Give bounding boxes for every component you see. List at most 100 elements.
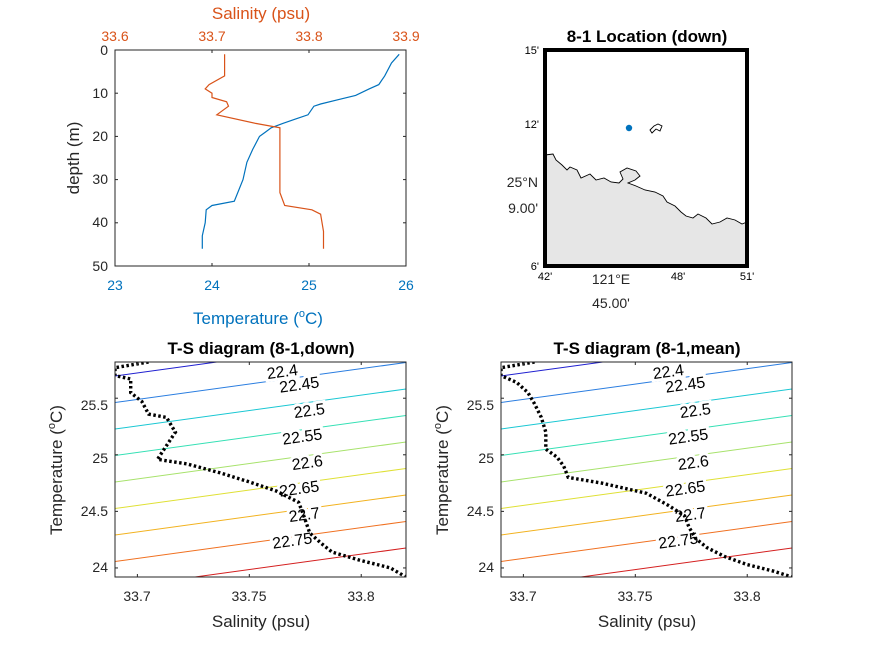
ts-down-contour-label: 22.65 bbox=[278, 478, 320, 500]
ts-mean-xlabel: Salinity (psu) bbox=[598, 612, 696, 631]
ts-down-ytick-0: 24 bbox=[92, 559, 108, 575]
map-lat-tick-1: 12' bbox=[525, 119, 539, 131]
ts-mean-contour-line bbox=[501, 494, 792, 536]
ts-mean-ytick-2: 25 bbox=[478, 450, 494, 466]
ts-mean-contour-line bbox=[501, 388, 792, 430]
ts-mean-contour-line bbox=[501, 441, 792, 483]
ts-down-contour-label: 22.55 bbox=[281, 426, 323, 448]
profile-tick-top-1: 33.7 bbox=[198, 28, 225, 44]
ts-mean-contour-label: 22.6 bbox=[677, 453, 710, 474]
ts-down-title: T-S diagram (8-1,down) bbox=[167, 339, 354, 358]
ts-mean-ylabel: Temperature (oC) bbox=[432, 405, 452, 535]
ts-down-ytick-1: 24.5 bbox=[81, 503, 108, 519]
ts-down-contour-line bbox=[115, 415, 406, 456]
ts-down-contour-line bbox=[115, 441, 406, 483]
profile-tick-y-0: 0 bbox=[100, 42, 108, 58]
ts-down-contour-label: 22.5 bbox=[293, 401, 326, 422]
map-lat-tick-4: 6' bbox=[531, 261, 539, 273]
ts-mean-contour-line bbox=[501, 415, 792, 456]
ts-down-ytick-2: 25 bbox=[92, 450, 108, 466]
island-outline bbox=[649, 123, 663, 134]
ts-down-ylabel-text: Temperature ( bbox=[47, 429, 66, 535]
profile-xlabel-bottom-unit: C) bbox=[305, 309, 323, 328]
ts-mean-contour-line bbox=[501, 362, 607, 377]
ts-mean-panel: T-S diagram (8-1,mean) 22.422.4522.522.5… bbox=[432, 339, 793, 631]
ts-mean-ylabel-unit: C) bbox=[433, 405, 452, 423]
profile-series-group bbox=[201, 53, 400, 249]
ts-down-contour-line bbox=[191, 547, 406, 577]
ts-down-contour-line bbox=[115, 521, 406, 562]
profile-tick-top-2: 33.8 bbox=[295, 28, 322, 44]
land-coastline bbox=[544, 153, 748, 267]
ts-mean-ytick-3: 25.5 bbox=[467, 397, 494, 413]
ts-down-xtick-2: 33.8 bbox=[347, 588, 374, 604]
ts-down-contour-label: 22.6 bbox=[291, 453, 324, 474]
ts-mean-contour-line bbox=[501, 468, 792, 509]
profile-axes-box bbox=[114, 49, 407, 267]
ts-mean-contour-line bbox=[501, 362, 792, 403]
map-frame bbox=[543, 48, 749, 268]
ts-mean-contour-line bbox=[501, 521, 792, 562]
profile-tick-top-3: 33.9 bbox=[392, 28, 419, 44]
ts-mean-xtick-1: 33.75 bbox=[617, 588, 652, 604]
ts-down-ytick-3: 25.5 bbox=[81, 397, 108, 413]
map-panel: 8-1 Location (down) 15' 12' 25°N 9.00' 6… bbox=[507, 27, 754, 311]
ts-mean-ylabel-degree: o bbox=[432, 423, 444, 429]
ts-down-contour-line bbox=[115, 494, 406, 536]
ts-mean-xtick-2: 33.8 bbox=[733, 588, 760, 604]
ts-down-xlabel: Salinity (psu) bbox=[212, 612, 310, 631]
ts-mean-ts-curve bbox=[501, 362, 792, 577]
ts-down-ylabel: Temperature (oC) bbox=[46, 405, 66, 535]
map-lon-tick-3: 48' bbox=[671, 271, 685, 283]
ts-down-ylabel-degree: o bbox=[46, 423, 58, 429]
station-marker bbox=[625, 124, 633, 132]
ts-down-panel: T-S diagram (8-1,down) 22.422.4522.522.5… bbox=[46, 339, 407, 631]
ts-down-contour-label: 22.75 bbox=[271, 530, 313, 552]
ts-mean-ylabel-text: Temperature ( bbox=[433, 429, 452, 535]
profile-xlabel-bottom-degree: o bbox=[299, 308, 305, 320]
profile-tick-y-5: 50 bbox=[92, 258, 108, 274]
ts-mean-contour-label: 22.55 bbox=[667, 426, 709, 448]
profile-tick-bottom-0: 23 bbox=[107, 277, 123, 293]
ts-mean-axes-box bbox=[500, 361, 793, 578]
salinity-profile-line bbox=[204, 54, 325, 249]
profile-tick-bottom-3: 26 bbox=[398, 277, 414, 293]
ts-down-ylabel-unit: C) bbox=[47, 405, 66, 423]
profile-tick-top-0: 33.6 bbox=[101, 28, 128, 44]
profile-tick-y-3: 30 bbox=[92, 171, 108, 187]
profile-tick-y-4: 40 bbox=[92, 214, 108, 230]
map-lat-tick-0: 15' bbox=[525, 45, 539, 57]
ts-mean-contour-label: 22.65 bbox=[664, 478, 706, 500]
map-lon-tick-1: 121°E bbox=[592, 271, 630, 287]
profile-tick-bottom-2: 25 bbox=[301, 277, 317, 293]
profile-xlabel-bottom: Temperature (oC) bbox=[193, 308, 323, 328]
profile-ylabel: depth (m) bbox=[64, 122, 83, 195]
ts-down-xtick-0: 33.7 bbox=[123, 588, 150, 604]
profile-xlabel-top: Salinity (psu) bbox=[212, 4, 310, 23]
temperature-profile-line bbox=[201, 53, 400, 249]
ts-mean-contour-label: 22.7 bbox=[674, 505, 707, 526]
profile-xlabel-bottom-text: Temperature ( bbox=[193, 309, 299, 328]
profile-ticks-group bbox=[114, 49, 407, 267]
ts-mean-contour-label: 22.5 bbox=[679, 401, 712, 422]
ts-down-contour-line bbox=[115, 468, 406, 509]
ts-down-xtick-1: 33.75 bbox=[231, 588, 266, 604]
ts-down-contour-line bbox=[115, 362, 221, 377]
map-lat-tick-3: 9.00' bbox=[508, 200, 538, 216]
profile-tick-y-2: 20 bbox=[92, 128, 108, 144]
ts-mean-title: T-S diagram (8-1,mean) bbox=[553, 339, 740, 358]
ts-mean-ytick-1: 24.5 bbox=[467, 503, 494, 519]
ts-mean-contour-line bbox=[577, 547, 792, 577]
ts-down-contour-line bbox=[115, 362, 406, 403]
ts-mean-ytick-0: 24 bbox=[478, 559, 494, 575]
map-lon-tick-2: 45.00' bbox=[592, 295, 630, 311]
ts-down-ts-curve bbox=[115, 362, 406, 577]
profile-panel: 23 24 25 26 33.6 33.7 33.8 33.9 0 10 20 … bbox=[64, 4, 420, 328]
ts-mean-xtick-0: 33.7 bbox=[509, 588, 536, 604]
ts-down-axes-box bbox=[114, 361, 407, 578]
map-lon-tick-4: 51' bbox=[740, 271, 754, 283]
